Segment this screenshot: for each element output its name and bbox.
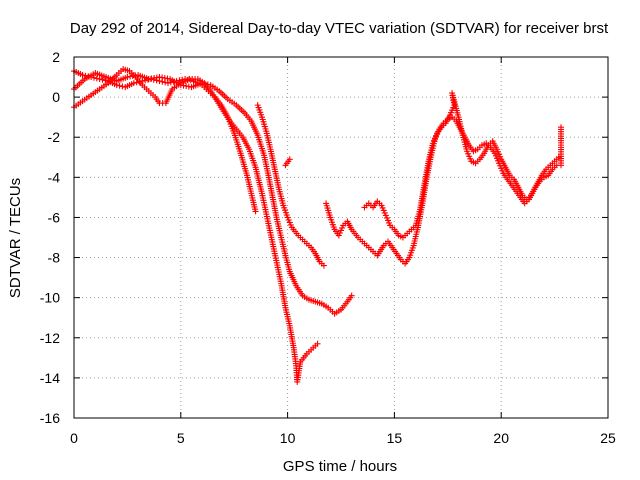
grid bbox=[74, 57, 608, 418]
data-point bbox=[558, 124, 565, 131]
x-tick-label: 10 bbox=[280, 430, 296, 446]
data-point bbox=[199, 80, 206, 87]
y-tick-label: -12 bbox=[40, 330, 60, 346]
x-tick-label: 15 bbox=[387, 430, 403, 446]
data-points bbox=[71, 66, 565, 385]
x-axis-label: GPS time / hours bbox=[283, 458, 397, 475]
y-tick-label: -2 bbox=[48, 129, 61, 145]
data-point bbox=[320, 262, 327, 269]
y-tick-label: -8 bbox=[48, 250, 61, 266]
y-tick-label: -10 bbox=[40, 290, 60, 306]
plot-frame bbox=[73, 56, 609, 419]
y-tick-label: -6 bbox=[48, 209, 61, 225]
y-tick-labels: 2 0 -2 -4 -6 -8 -10 -12 -14 -16 bbox=[40, 49, 60, 426]
data-point bbox=[286, 156, 293, 163]
data-point bbox=[204, 81, 211, 88]
data-point bbox=[130, 80, 137, 87]
x-tick-label: 20 bbox=[493, 430, 509, 446]
y-tick-label: 0 bbox=[52, 89, 60, 105]
data-point bbox=[79, 72, 86, 79]
data-point bbox=[202, 80, 209, 87]
x-tick-label: 25 bbox=[600, 430, 616, 446]
y-tick-label: 2 bbox=[52, 49, 60, 65]
x-tick-label: 5 bbox=[177, 430, 185, 446]
data-point bbox=[314, 340, 321, 347]
y-axis-label: SDTVAR / TECUs bbox=[7, 178, 24, 298]
chart-title: Day 292 of 2014, Sidereal Day-to-day VTE… bbox=[70, 20, 609, 37]
y-tick-label: -14 bbox=[40, 370, 60, 386]
data-point bbox=[93, 75, 100, 82]
data-point bbox=[116, 82, 123, 89]
data-point bbox=[99, 76, 106, 83]
y-tick-label: -4 bbox=[48, 169, 61, 185]
y-tick-label: -16 bbox=[40, 410, 60, 426]
x-tick-label: 0 bbox=[70, 430, 78, 446]
x-tick-labels: 0 5 10 15 20 25 bbox=[70, 430, 616, 446]
axis-ticks bbox=[73, 56, 609, 419]
data-point bbox=[252, 208, 259, 215]
data-point bbox=[348, 292, 355, 299]
